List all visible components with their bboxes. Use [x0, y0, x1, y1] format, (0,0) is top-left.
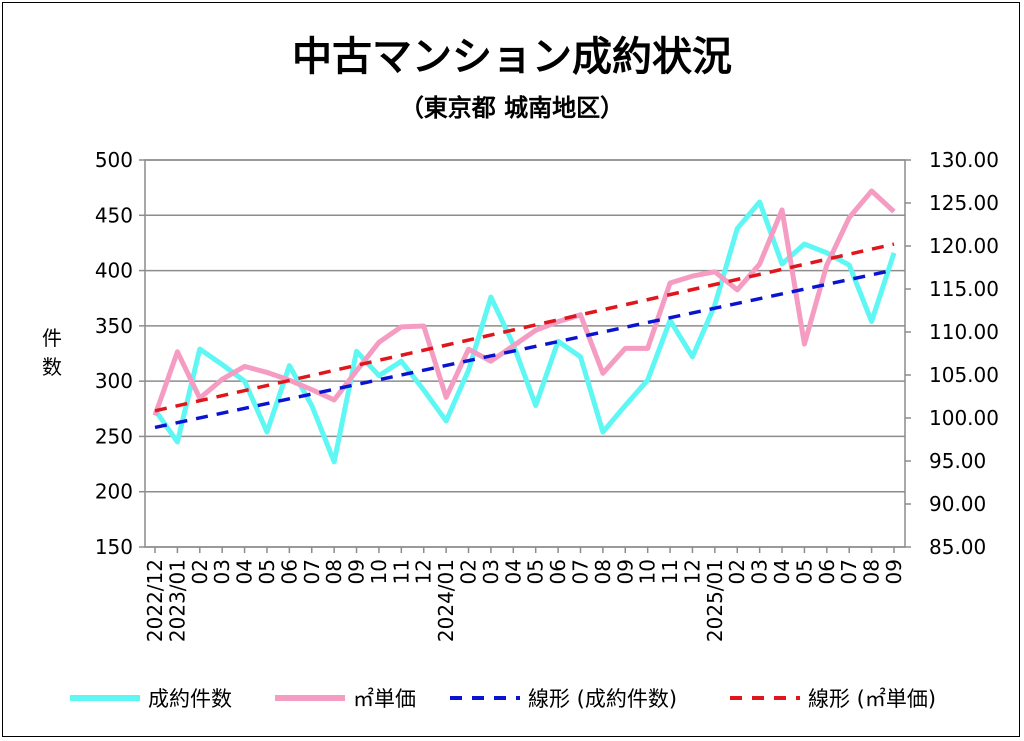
y2-tick-label: 85.00 [929, 535, 986, 559]
x-tick-label: 09 [345, 559, 369, 584]
legend-label: 成約件数 [148, 687, 232, 711]
legend-label: 線形 (㎡単価) [808, 687, 936, 711]
x-tick-label: 02 [725, 559, 749, 584]
x-tick-label: 06 [277, 559, 301, 584]
trendline-0 [154, 268, 895, 430]
x-tick-label: 08 [860, 559, 884, 584]
x-tick-label: 08 [322, 559, 346, 584]
trendline-1 [154, 242, 895, 413]
y2-tick-label: 100.00 [929, 406, 999, 430]
x-tick-label: 09 [882, 559, 906, 584]
y2-tick-label: 110.00 [929, 320, 999, 344]
x-tick-label: 09 [613, 559, 637, 584]
x-tick-label: 04 [233, 559, 257, 584]
x-tick-label: 05 [792, 559, 816, 584]
plot-area [144, 159, 906, 548]
x-tick-label: 04 [501, 559, 525, 584]
y2-tick-label: 115.00 [929, 277, 999, 301]
y-tick-label: 450 [95, 203, 133, 227]
x-tick-label: 07 [837, 559, 861, 584]
x-tick-label: 03 [748, 559, 772, 584]
x-tick-label: 11 [658, 559, 682, 584]
x-tick-label: 2024/01 [434, 559, 458, 642]
x-tick-label: 06 [546, 559, 570, 584]
y-tick-label: 250 [95, 424, 133, 448]
chart-title: 中古マンション成約状況 [292, 34, 732, 80]
y-tick-label: 500 [95, 148, 133, 172]
legend-label: 線形 (成約件数) [528, 687, 677, 711]
y-tick-label: 150 [95, 535, 133, 559]
x-tick-label: 03 [479, 559, 503, 584]
x-tick-label: 10 [636, 559, 660, 584]
y-axis-label-1: 件 [42, 326, 62, 350]
x-tick-label: 02 [457, 559, 481, 584]
y2-tick-label: 130.00 [929, 148, 999, 172]
series-line-0 [152, 199, 897, 465]
x-tick-label: 03 [210, 559, 234, 584]
y2-tick-label: 90.00 [929, 492, 986, 516]
x-tick-label: 2025/01 [703, 559, 727, 642]
x-tick-label: 08 [591, 559, 615, 584]
x-tick-label: 11 [389, 559, 413, 584]
y-tick-label: 400 [95, 259, 133, 283]
y-tick-label: 350 [95, 314, 133, 338]
series-line-1 [152, 188, 896, 417]
x-tick-label: 07 [568, 559, 592, 584]
x-tick-label: 05 [255, 559, 279, 584]
x-tick-label: 12 [680, 559, 704, 584]
x-tick-label: 06 [815, 559, 839, 584]
x-tick-label: 2023/01 [165, 559, 189, 642]
y-tick-label: 200 [95, 480, 133, 504]
x-tick-label: 05 [524, 559, 548, 584]
x-tick-label: 04 [770, 559, 794, 584]
y-axis-label-2: 数 [42, 355, 62, 379]
y-tick-label: 300 [95, 369, 133, 393]
legend-label: ㎡単価 [353, 687, 416, 711]
chart-subtitle: （東京都 城南地区） [400, 94, 624, 122]
x-tick-label: 07 [300, 559, 324, 584]
x-tick-label: 10 [367, 559, 391, 584]
y2-tick-label: 125.00 [929, 191, 999, 215]
x-tick-label: 2022/12 [143, 559, 167, 642]
y2-tick-label: 120.00 [929, 234, 999, 258]
y2-tick-label: 105.00 [929, 363, 999, 387]
x-tick-label: 02 [188, 559, 212, 584]
x-tick-label: 12 [412, 559, 436, 584]
y2-tick-label: 95.00 [929, 449, 986, 473]
